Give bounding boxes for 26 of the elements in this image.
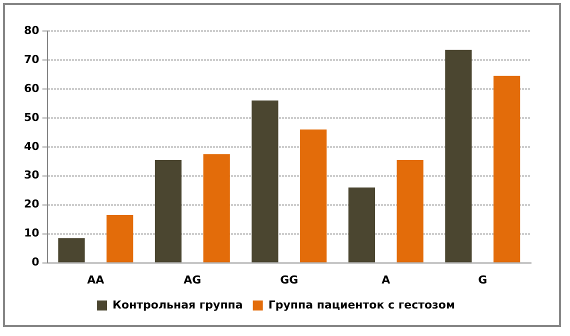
x-tick-label: AA <box>87 273 105 286</box>
bar <box>252 100 278 262</box>
y-tick-label: 30 <box>24 168 40 182</box>
bar <box>203 154 230 262</box>
bar <box>154 160 182 262</box>
bar <box>106 214 134 262</box>
y-tick-label: 10 <box>24 226 40 240</box>
x-tick-label: GG <box>280 273 298 286</box>
legend-label: Группа пациенток с гестозом <box>268 298 455 312</box>
y-tick-label: 80 <box>24 24 40 37</box>
x-tick-label: G <box>478 273 488 286</box>
y-tick-label: 50 <box>24 110 40 124</box>
bar <box>348 187 376 262</box>
bar <box>396 160 424 262</box>
y-tick-label: 70 <box>24 52 40 66</box>
bar <box>445 50 472 262</box>
y-tick-label: 40 <box>24 140 40 153</box>
bar <box>300 130 327 262</box>
y-tick-label: 0 <box>32 256 40 269</box>
x-tick-label: A <box>382 273 391 286</box>
y-tick-label: 20 <box>24 198 40 211</box>
bar <box>58 238 85 262</box>
legend-label: Контрольная группа <box>112 298 243 312</box>
y-tick-label: 60 <box>24 82 40 95</box>
bar <box>494 76 520 262</box>
x-tick-label: AG <box>184 273 202 286</box>
